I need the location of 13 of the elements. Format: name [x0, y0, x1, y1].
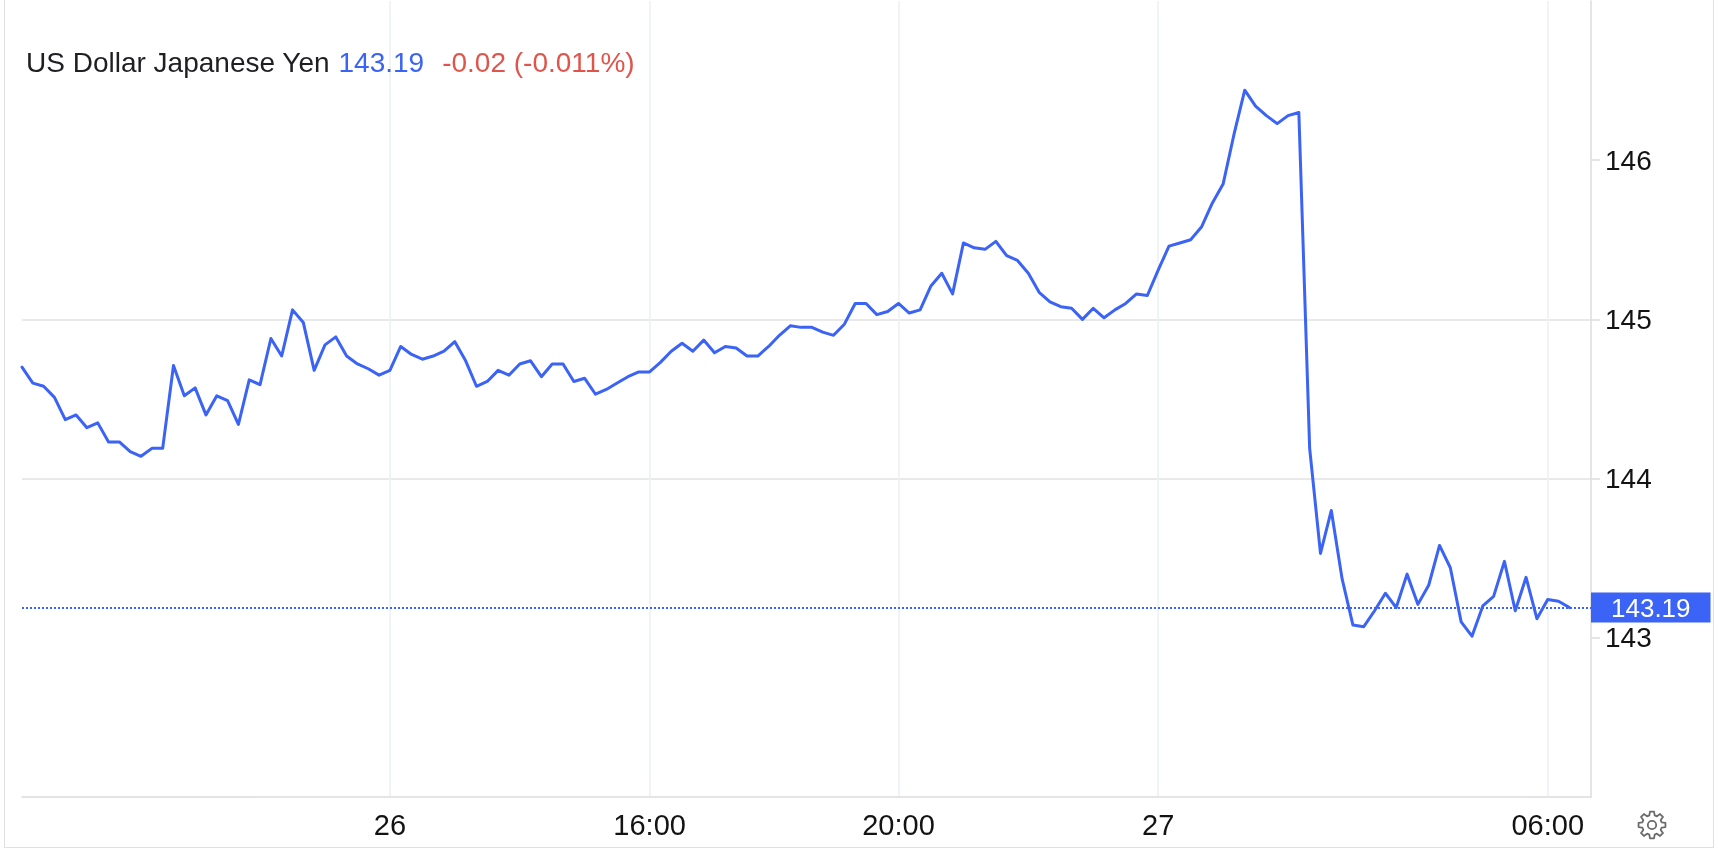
- x-tick-label: 06:00: [1511, 808, 1585, 841]
- x-tick-label: 16:00: [613, 808, 686, 841]
- ref-line-label: 143.19: [1611, 592, 1691, 623]
- y-tick-label: 144: [1605, 463, 1652, 495]
- y-tick-label: 145: [1605, 303, 1652, 335]
- text: US Dollar Japanese Yen: [26, 47, 330, 78]
- x-tick-label: 26: [373, 808, 407, 841]
- x-tick-label: 20:00: [862, 808, 935, 841]
- text: 143.19: [338, 47, 425, 78]
- annotation: -0.02 (-0.011%): [442, 47, 635, 78]
- y-tick-label: 143: [1605, 622, 1652, 654]
- x-tick-label: 27: [1142, 808, 1175, 841]
- y-tick-label: 146: [1605, 144, 1652, 176]
